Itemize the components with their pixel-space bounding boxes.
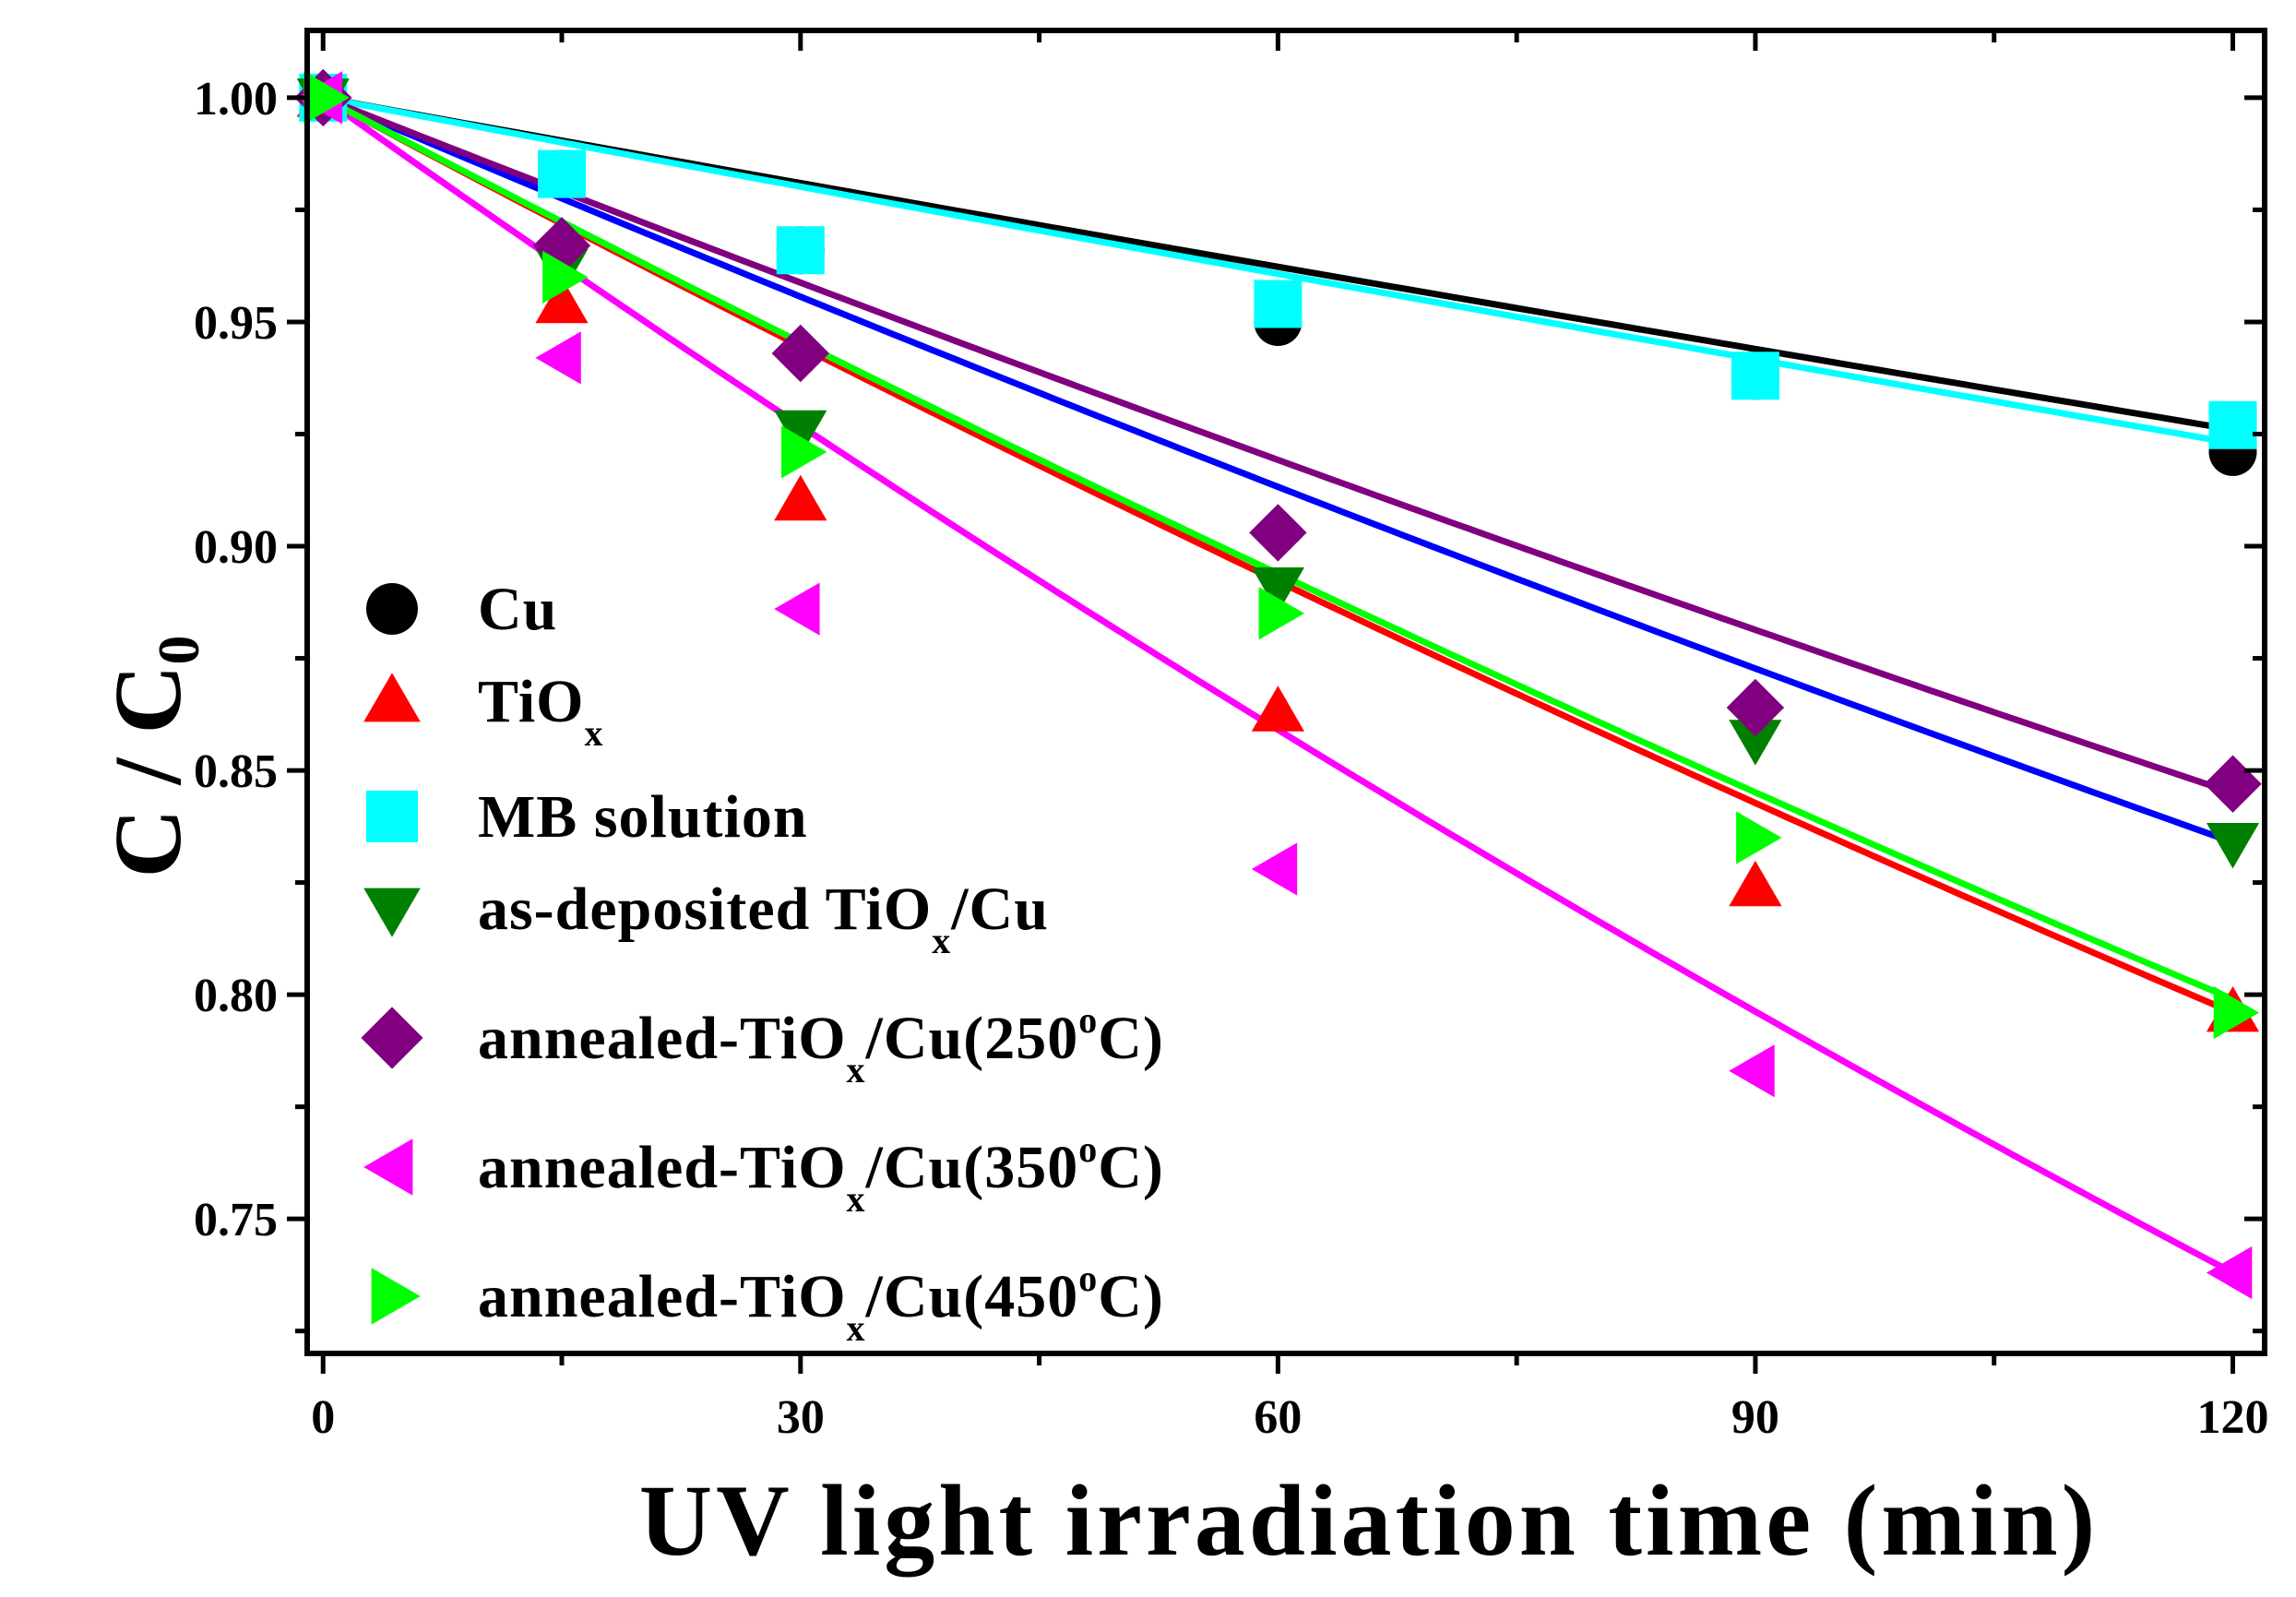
legend-marker bbox=[363, 1138, 413, 1196]
data-point bbox=[776, 226, 825, 275]
data-markers bbox=[294, 68, 2262, 1300]
legend-label: annealed-TiOx/Cu(350oC) bbox=[478, 1128, 1164, 1220]
data-point bbox=[1258, 587, 1304, 640]
y-axis-title-main: C / C bbox=[95, 664, 201, 877]
data-point bbox=[1251, 685, 1304, 732]
y-tick-label: 0.90 bbox=[194, 521, 278, 574]
data-point bbox=[1729, 860, 1782, 907]
legend-label: as-deposited TiOx/Cu bbox=[478, 876, 1049, 961]
data-point bbox=[1254, 280, 1303, 328]
data-point bbox=[538, 149, 586, 198]
axis-ticks bbox=[287, 30, 2265, 1374]
legend-marker bbox=[366, 583, 418, 635]
x-tick-label: 60 bbox=[1254, 1391, 1302, 1444]
axis-tick-labels: 0 30 60 90 120 0.75 0.80 0.85 0.90 0.95 1.00 bbox=[194, 73, 2268, 1444]
legend-marker bbox=[366, 791, 418, 842]
legend: Cu TiOx MB solution as-deposited TiOx/Cu ann… bbox=[361, 576, 1163, 1349]
fit-curve bbox=[322, 94, 2234, 434]
fit-lines bbox=[321, 94, 2235, 1276]
legend-label: MB solution bbox=[478, 783, 808, 851]
data-point bbox=[1736, 811, 1782, 864]
data-point bbox=[1251, 567, 1304, 614]
plot-frame bbox=[304, 28, 2267, 1356]
legend-marker bbox=[363, 888, 421, 937]
y-tick-label: 0.95 bbox=[194, 297, 278, 350]
data-point bbox=[2204, 755, 2262, 813]
data-point bbox=[1731, 352, 1779, 400]
data-point bbox=[2206, 823, 2260, 869]
y-tick-label: 0.75 bbox=[194, 1194, 278, 1246]
legend-marker bbox=[371, 1268, 421, 1325]
legend-label: annealed-TiOx/Cu(250oC) bbox=[478, 999, 1164, 1090]
y-axis-title: C / C0 bbox=[95, 635, 211, 877]
data-point bbox=[774, 582, 820, 636]
x-tick-label: 120 bbox=[2196, 1391, 2268, 1444]
legend-marker bbox=[361, 1007, 423, 1069]
data-point bbox=[535, 331, 581, 385]
data-point bbox=[1251, 842, 1298, 896]
y-tick-label: 0.80 bbox=[194, 970, 278, 1022]
data-point bbox=[1729, 720, 1782, 766]
data-point bbox=[1729, 1044, 1775, 1098]
x-tick-label: 30 bbox=[777, 1391, 825, 1444]
data-point bbox=[535, 277, 589, 324]
data-point bbox=[2208, 400, 2257, 449]
fit-curve bbox=[322, 94, 2234, 796]
y-tick-label: 1.00 bbox=[194, 73, 278, 125]
data-point bbox=[542, 250, 589, 304]
fit-curve bbox=[321, 94, 2234, 846]
y-axis-title-subscript: 0 bbox=[146, 635, 211, 664]
data-point bbox=[1726, 678, 1785, 737]
legend-label: annealed-TiOx/Cu(450oC) bbox=[478, 1257, 1164, 1349]
data-point bbox=[2206, 1245, 2253, 1300]
x-tick-label: 90 bbox=[1731, 1391, 1779, 1444]
data-point bbox=[781, 425, 827, 479]
legend-label: Cu bbox=[478, 576, 557, 643]
data-point bbox=[303, 71, 350, 125]
data-point bbox=[774, 474, 827, 521]
legend-marker bbox=[363, 673, 421, 722]
x-tick-label: 0 bbox=[311, 1391, 335, 1444]
x-axis-title: UV light irradiation time (min) bbox=[639, 1464, 2099, 1577]
fit-curve bbox=[322, 94, 2234, 447]
legend-label: TiOx bbox=[478, 668, 604, 754]
data-point bbox=[1249, 504, 1307, 562]
data-point bbox=[771, 324, 829, 383]
data-point bbox=[2213, 986, 2260, 1040]
data-point bbox=[774, 410, 827, 457]
y-tick-label: 0.85 bbox=[194, 745, 278, 798]
